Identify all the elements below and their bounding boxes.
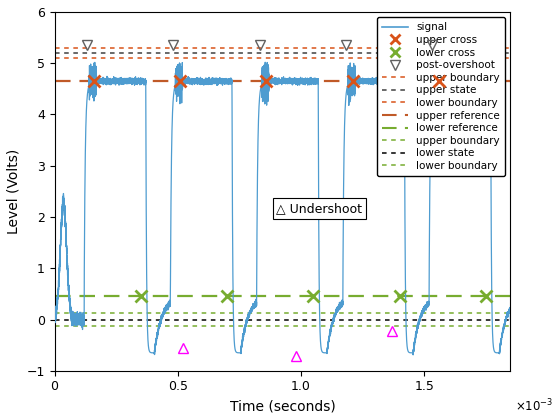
X-axis label: Time (seconds): Time (seconds) (230, 399, 335, 413)
Y-axis label: Level (Volts): Level (Volts) (7, 149, 21, 234)
Text: $\times10^{-3}$: $\times10^{-3}$ (515, 398, 553, 414)
Legend: signal, upper cross, lower cross, post-overshoot, upper boundary, upper state, l: signal, upper cross, lower cross, post-o… (377, 17, 505, 176)
Text: △ Undershoot: △ Undershoot (276, 202, 362, 215)
